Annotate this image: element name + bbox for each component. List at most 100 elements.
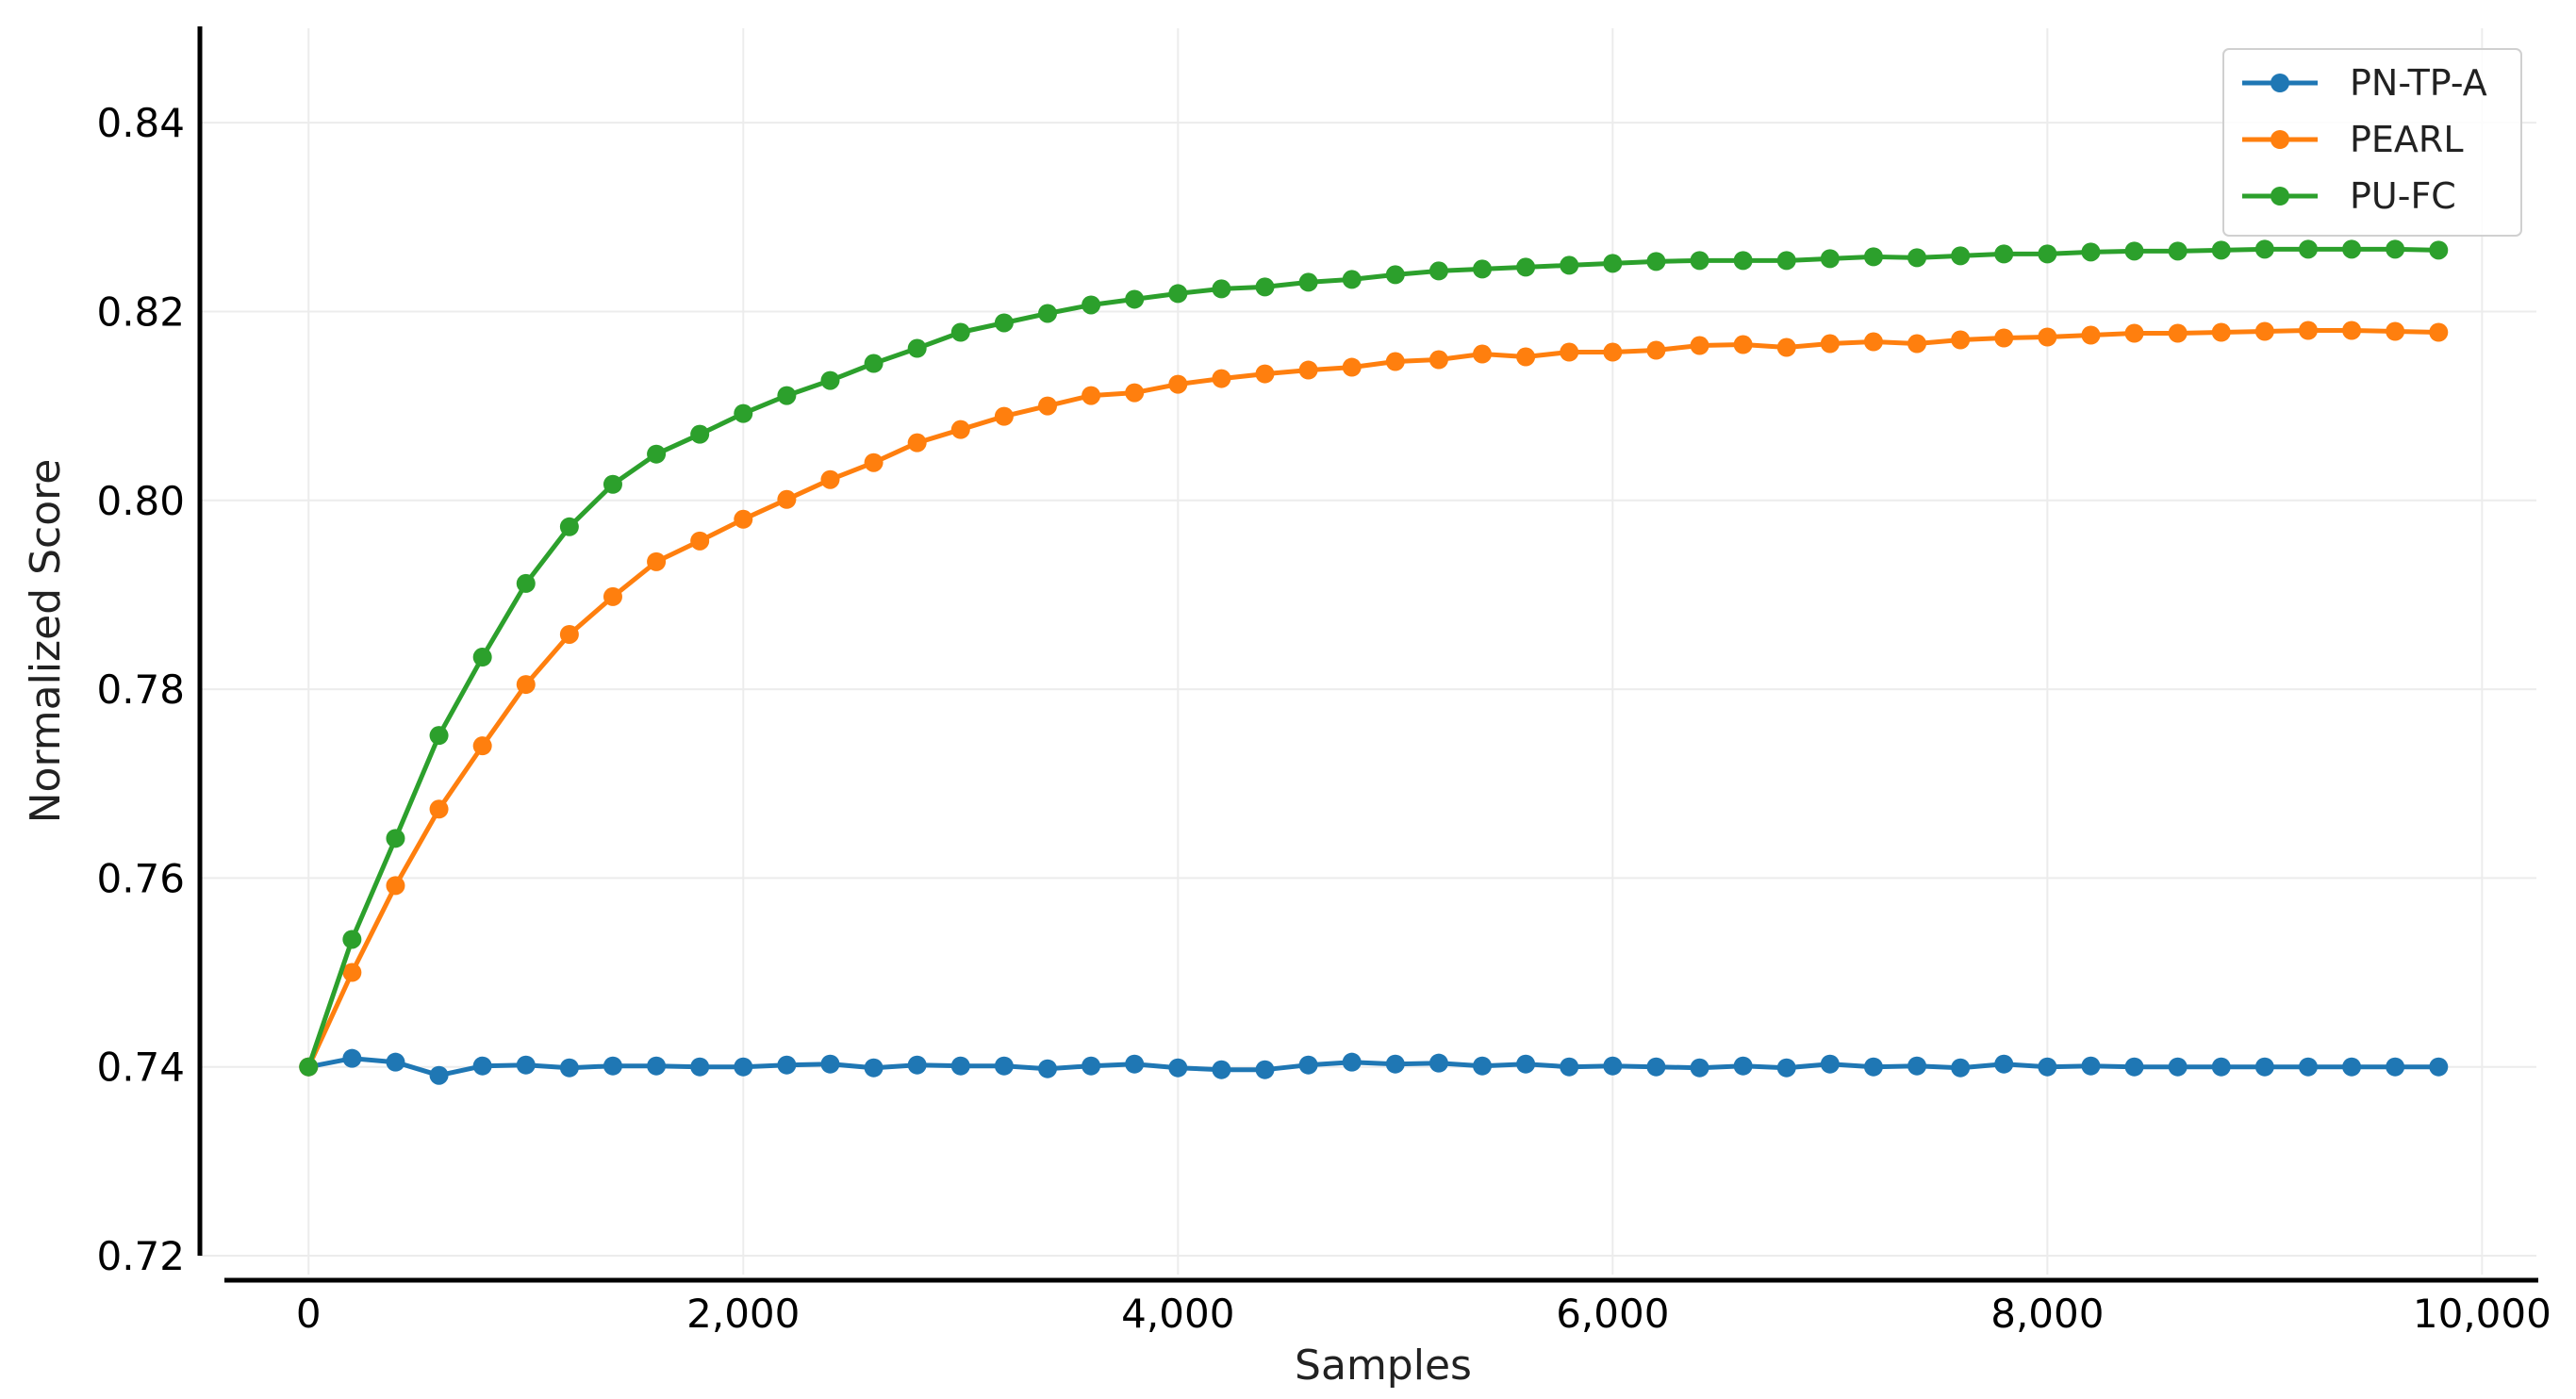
- data-point: [777, 1055, 797, 1075]
- x-tick-labels: 0 2,000 4,000 6,000 8,000 10,000: [296, 1291, 2551, 1337]
- data-point: [2211, 1057, 2231, 1077]
- data-point: [2211, 322, 2231, 342]
- y-tick-label: 0.82: [96, 288, 185, 335]
- data-point: [994, 406, 1014, 426]
- series-pn-tp-a: [299, 1048, 2449, 1085]
- data-point: [1516, 347, 1536, 367]
- data-point: [1428, 261, 1448, 281]
- data-point: [2168, 1057, 2188, 1077]
- data-point: [1168, 1058, 1188, 1078]
- y-axis-title: Normalized Score: [22, 459, 70, 824]
- data-point: [2298, 321, 2318, 340]
- data-point: [734, 1057, 753, 1077]
- data-point: [2429, 240, 2449, 260]
- legend-item: PEARL: [2242, 119, 2464, 160]
- data-point: [2386, 1057, 2405, 1077]
- data-point: [603, 474, 622, 494]
- data-point: [2298, 1057, 2318, 1077]
- x-tick-label: 8,000: [1990, 1291, 2104, 1337]
- data-point: [429, 726, 449, 746]
- data-point: [1385, 352, 1405, 371]
- data-point: [2254, 321, 2274, 341]
- data-point: [907, 1055, 927, 1075]
- data-point: [1820, 334, 1840, 354]
- data-point: [1298, 1055, 1318, 1075]
- data-point: [386, 876, 405, 896]
- grid-lines: [200, 28, 2536, 1275]
- data-point: [1776, 1058, 1796, 1078]
- data-point: [647, 444, 667, 464]
- data-point: [1560, 1057, 1579, 1077]
- data-point: [559, 1058, 579, 1078]
- data-point: [2168, 323, 2188, 343]
- data-point: [342, 963, 362, 982]
- data-point: [2386, 321, 2405, 341]
- data-point: [1646, 1057, 1666, 1077]
- data-point: [1863, 247, 1883, 267]
- data-point: [1082, 1056, 1101, 1076]
- data-point: [1037, 304, 1057, 323]
- data-point: [1776, 337, 1796, 357]
- data-point: [1690, 336, 1709, 355]
- series-pu-fc: [299, 239, 2449, 1077]
- data-point: [559, 624, 579, 644]
- data-point: [950, 1056, 970, 1076]
- data-point: [472, 648, 492, 667]
- data-point: [1951, 330, 1971, 350]
- data-point: [1298, 360, 1318, 380]
- data-point: [1994, 1054, 2014, 1074]
- data-point: [342, 930, 362, 949]
- data-point: [907, 433, 927, 453]
- data-point: [2254, 1057, 2274, 1077]
- data-point: [1037, 396, 1057, 416]
- data-point: [994, 313, 1014, 333]
- data-point: [907, 338, 927, 358]
- legend-label: PEARL: [2350, 119, 2464, 160]
- y-tick-label: 0.84: [96, 100, 185, 146]
- data-point: [1733, 251, 1753, 271]
- data-point: [2168, 241, 2188, 261]
- data-point: [299, 1057, 319, 1077]
- data-point: [2038, 327, 2057, 347]
- data-point: [516, 675, 536, 695]
- data-point: [1820, 249, 1840, 269]
- data-point: [820, 370, 840, 390]
- y-tick-label: 0.78: [96, 667, 185, 713]
- data-point: [1603, 342, 1623, 362]
- data-point: [1603, 254, 1623, 273]
- data-point: [2081, 325, 2101, 345]
- legend-label: PN-TP-A: [2350, 62, 2487, 104]
- data-point: [1082, 386, 1101, 405]
- data-point: [734, 403, 753, 423]
- data-point: [1125, 1054, 1145, 1074]
- legend-marker: [2271, 74, 2289, 92]
- data-point: [1082, 295, 1101, 315]
- data-point: [1385, 1054, 1405, 1074]
- data-point: [1907, 1056, 1927, 1076]
- data-point: [690, 531, 710, 551]
- data-point: [1168, 284, 1188, 304]
- data-point: [1516, 257, 1536, 277]
- data-point: [994, 1056, 1014, 1076]
- x-tick-label: 6,000: [1556, 1291, 1669, 1337]
- data-point: [690, 424, 710, 444]
- data-point: [429, 1065, 449, 1085]
- data-point: [1473, 344, 1493, 364]
- data-point: [429, 799, 449, 819]
- y-tick-label: 0.74: [96, 1045, 185, 1091]
- x-tick-label: 2,000: [686, 1291, 800, 1337]
- data-point: [777, 489, 797, 509]
- series-line: [305, 246, 2441, 1070]
- series-pearl: [299, 321, 2449, 1077]
- x-tick-label: 0: [296, 1291, 322, 1337]
- data-point: [2298, 239, 2318, 259]
- data-point: [1863, 332, 1883, 352]
- axes: [197, 26, 2538, 1283]
- data-point: [559, 517, 579, 536]
- data-point: [1603, 1056, 1623, 1076]
- data-point: [1428, 350, 1448, 370]
- data-point: [2386, 239, 2405, 259]
- legend-marker: [2271, 130, 2289, 149]
- data-point: [472, 736, 492, 756]
- data-point: [2254, 239, 2274, 259]
